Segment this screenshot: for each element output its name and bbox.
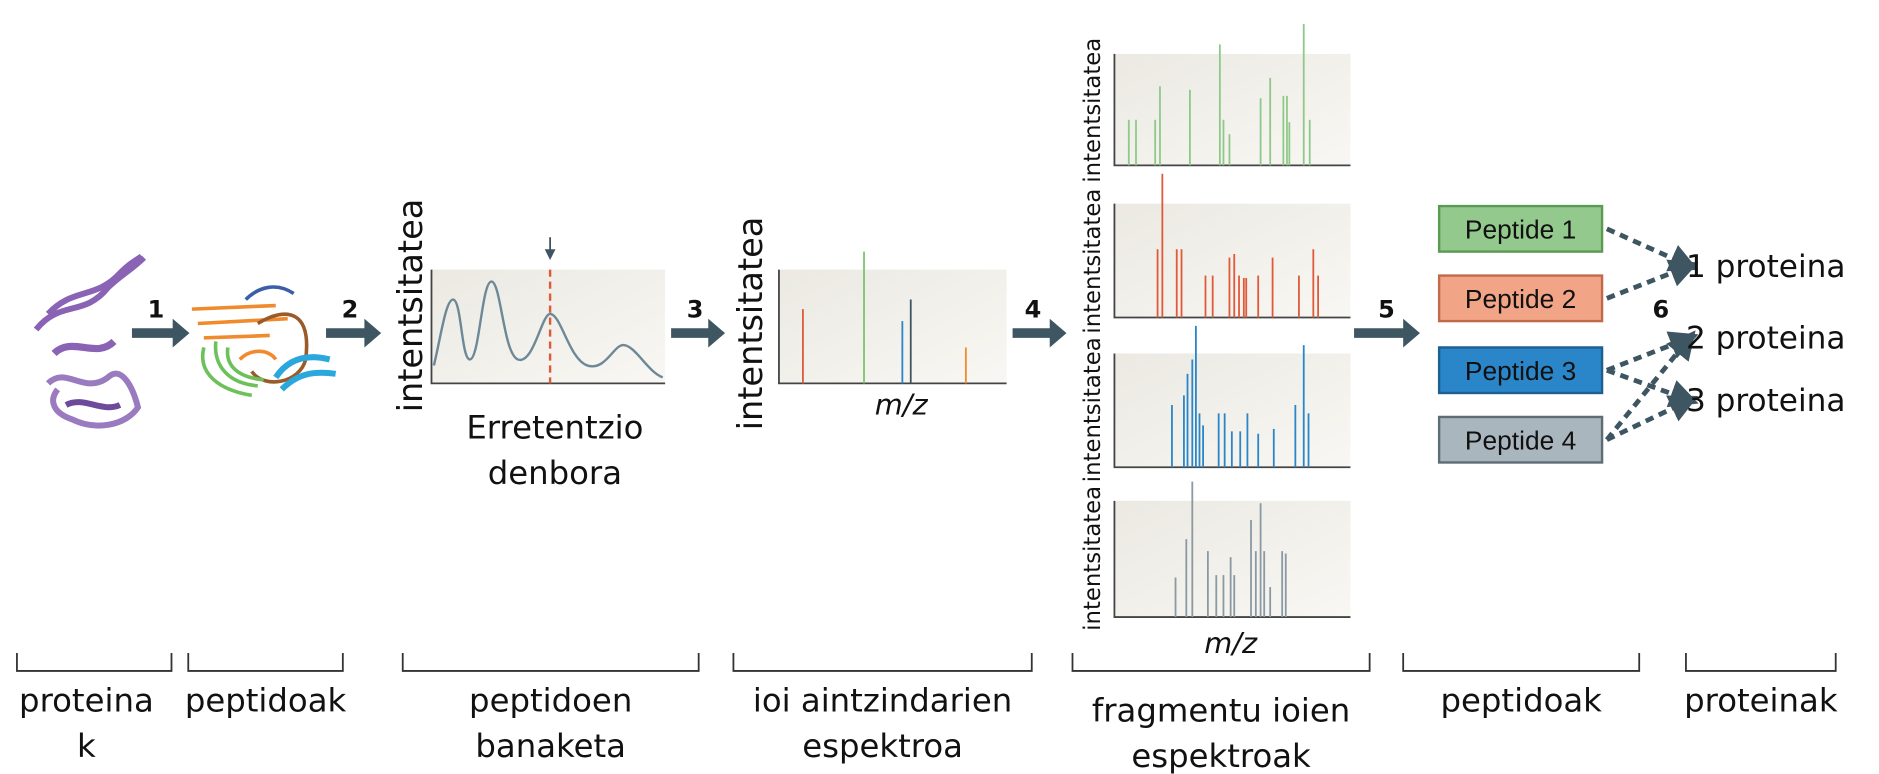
step-arrow — [131, 318, 190, 348]
fragment-spectra — [1113, 23, 1351, 618]
stage-label: ioi aintzindarien — [753, 682, 1012, 720]
step-number: 2 — [342, 296, 359, 324]
x-axis-label: m/z — [1204, 626, 1258, 660]
step-arrow — [1354, 318, 1420, 348]
assignment-arrow — [1606, 367, 1699, 408]
peptide-box — [1437, 346, 1604, 395]
stage-label: peptidoak — [185, 682, 347, 720]
stage-bracket — [401, 652, 700, 672]
spectrum-axes — [1113, 353, 1351, 469]
peptide-label: Peptide 2 — [1465, 284, 1576, 314]
stage-label: espektroak — [1131, 737, 1311, 774]
protein-label: 3 proteina — [1686, 383, 1846, 419]
chromatogram — [430, 237, 666, 385]
stage-label: peptidoak — [1440, 682, 1602, 720]
stage-label: fragmentu ioien — [1092, 691, 1350, 729]
step-number: 4 — [1025, 296, 1042, 324]
spectrum-axes — [1113, 53, 1351, 167]
y-axis-label: intentsitatea — [1080, 337, 1106, 482]
y-axis-label: intentsitatea — [731, 217, 770, 431]
x-axis-label: Erretentzio — [466, 409, 643, 447]
precursor-spectrum — [778, 251, 1007, 385]
stage-label: banaketa — [475, 727, 626, 765]
peptide-label: Peptide 4 — [1465, 425, 1576, 455]
step-number: 3 — [687, 296, 704, 324]
peptide-box — [1437, 274, 1604, 323]
y-axis-label: intentsitatea — [391, 199, 430, 413]
stage-label: k — [77, 727, 96, 765]
step-number: 6 — [1652, 296, 1669, 324]
y-axis-label: intentsitatea — [1080, 38, 1106, 183]
step-arrow — [1012, 318, 1067, 348]
assignment-arrow — [1605, 259, 1699, 301]
protein-structure — [33, 253, 147, 429]
stage-bracket — [16, 652, 173, 672]
peptide-label: Peptide 3 — [1465, 356, 1576, 386]
spectrum-panel — [1114, 53, 1351, 166]
peptide-box — [1437, 204, 1604, 253]
x-axis-label: m/z — [875, 388, 929, 422]
spectrum-axes — [1113, 500, 1351, 618]
assignment-arrow — [1605, 331, 1699, 373]
stage-bracket — [732, 652, 1033, 672]
protein-label: 2 proteina — [1686, 321, 1846, 357]
peptide-list: Peptide 1 Peptide 2 Peptide 3 Peptide 4 — [1437, 204, 1699, 464]
peptide-box — [1437, 415, 1604, 464]
spectrum-panel — [1114, 203, 1351, 318]
y-axis-label: intentsitatea — [1080, 486, 1106, 631]
peptide-label: Peptide 1 — [1465, 214, 1576, 244]
stage-label: peptidoen — [469, 682, 632, 720]
assignment-arrow — [1605, 226, 1699, 272]
stage-bracket — [1685, 652, 1837, 672]
spectrum-panel — [1114, 500, 1351, 618]
stage-label: espektroa — [802, 727, 963, 765]
labels: 1 2 3 4 5 6 intentsitatea intentsitatea intentsi… — [16, 38, 1846, 774]
stage-label: proteina — [19, 682, 154, 720]
step-arrow — [671, 318, 726, 348]
peptide-fragments — [191, 285, 337, 398]
assignment-arrow — [1605, 330, 1696, 442]
assignment-arrow — [1605, 395, 1699, 442]
step-arrow — [326, 318, 382, 348]
stage-label: proteinak — [1684, 682, 1838, 720]
protein-label: 1 proteina — [1686, 249, 1846, 285]
y-axis-label: intentsitatea — [1080, 189, 1106, 334]
stage-bracket — [1402, 652, 1641, 672]
x-axis-label: denbora — [488, 454, 622, 492]
stage-bracket — [187, 652, 344, 672]
stage-bracket — [1071, 652, 1371, 672]
step-number: 1 — [148, 296, 165, 324]
step-number: 5 — [1378, 296, 1395, 324]
